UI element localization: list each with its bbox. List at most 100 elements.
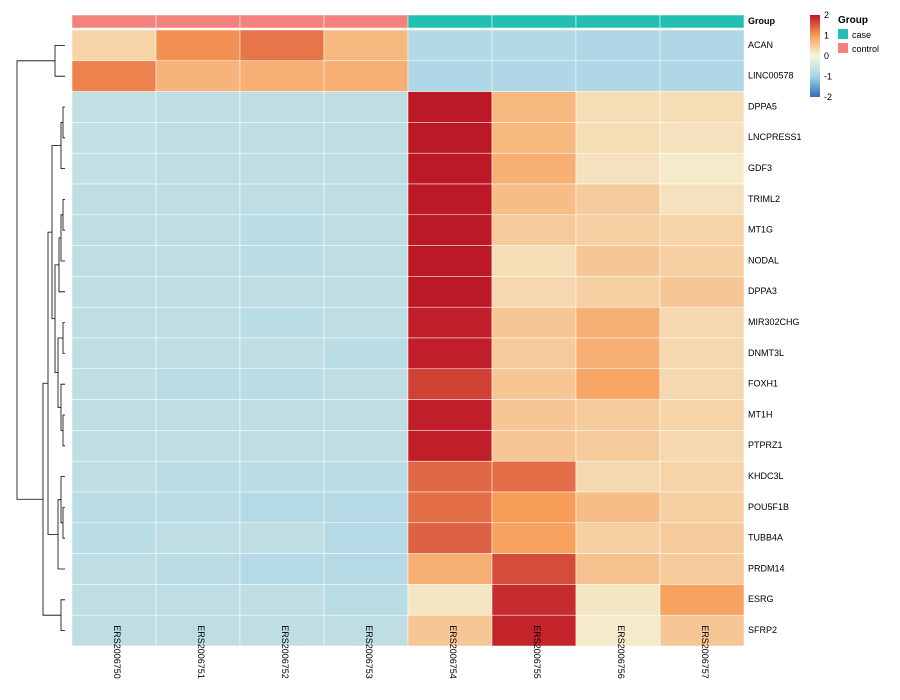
heatmap-cell xyxy=(72,369,156,400)
heatmap-cell xyxy=(576,246,660,277)
heatmap-cell xyxy=(408,307,492,338)
heatmap-cell xyxy=(408,215,492,246)
heatmap-cell xyxy=(660,153,744,184)
heatmap-cell xyxy=(72,584,156,615)
heatmap-cell xyxy=(408,153,492,184)
group-annot-cell xyxy=(492,15,576,28)
heatmap-cell xyxy=(660,584,744,615)
heatmap-cell xyxy=(72,430,156,461)
column-label: ERS2006756 xyxy=(616,625,626,679)
heatmap-cell xyxy=(324,523,408,554)
heatmap-cell xyxy=(72,338,156,369)
heatmap-cell xyxy=(240,584,324,615)
heatmap-cell xyxy=(576,184,660,215)
heatmap-cell xyxy=(492,492,576,523)
heatmap-cell xyxy=(660,369,744,400)
colorbar-tick: 1 xyxy=(824,31,829,41)
row-label: KHDC3L xyxy=(748,471,784,481)
heatmap-cell xyxy=(240,554,324,585)
heatmap-cell xyxy=(324,584,408,615)
column-label: ERS2006754 xyxy=(448,625,458,679)
column-label: ERS2006753 xyxy=(364,625,374,679)
heatmap-cell xyxy=(240,92,324,123)
row-dendrogram xyxy=(17,45,65,630)
heatmap-cell xyxy=(324,369,408,400)
heatmap-cell xyxy=(660,122,744,153)
dendro-branch xyxy=(63,507,65,538)
row-label: DPPA3 xyxy=(748,286,777,296)
heatmap-cell xyxy=(156,92,240,123)
heatmap-cell xyxy=(240,215,324,246)
heatmap-cell xyxy=(492,215,576,246)
heatmap-cell xyxy=(408,400,492,431)
heatmap-cell xyxy=(660,430,744,461)
group-annot-cell xyxy=(72,15,156,28)
heatmap-cell xyxy=(324,338,408,369)
heatmap-cell xyxy=(576,122,660,153)
heatmap-cell xyxy=(240,184,324,215)
heatmap-cell xyxy=(324,122,408,153)
heatmap-cell xyxy=(324,246,408,277)
heatmap-cell xyxy=(660,184,744,215)
heatmap-cell xyxy=(660,400,744,431)
group-annot-cell xyxy=(408,15,492,28)
heatmap-cell xyxy=(660,492,744,523)
heatmap-cell xyxy=(492,400,576,431)
heatmap-cell xyxy=(156,184,240,215)
heatmap-cell xyxy=(408,276,492,307)
heatmap-cell xyxy=(156,215,240,246)
heatmap-cell xyxy=(72,307,156,338)
heatmap-cell xyxy=(156,246,240,277)
group-annot-cell xyxy=(324,15,408,28)
dendro-branch xyxy=(55,45,65,76)
dendro-branch xyxy=(59,238,65,292)
group-annot-label: Group xyxy=(748,16,775,26)
legend-label: control xyxy=(852,44,879,54)
heatmap-cell xyxy=(324,492,408,523)
heatmap-cell xyxy=(660,30,744,61)
dendro-branch xyxy=(63,199,65,230)
heatmap-cell xyxy=(324,461,408,492)
legend-swatch xyxy=(838,29,848,39)
heatmap-cell xyxy=(492,584,576,615)
heatmap-cell xyxy=(576,61,660,92)
dendro-branch xyxy=(58,338,63,407)
row-label: PTPRZ1 xyxy=(748,440,783,450)
heatmap-cell xyxy=(576,369,660,400)
heatmap-cell xyxy=(576,492,660,523)
heatmap-cell xyxy=(324,430,408,461)
heatmap-cell xyxy=(492,369,576,400)
heatmap-cell xyxy=(408,369,492,400)
heatmap-cell xyxy=(576,461,660,492)
heatmap-cell xyxy=(72,523,156,554)
group-legend-title: Group xyxy=(838,15,868,26)
heatmap-cell xyxy=(660,246,744,277)
heatmap-cell xyxy=(408,338,492,369)
colorbar-rect xyxy=(810,15,820,97)
heatmap-cell xyxy=(156,338,240,369)
group-annot-cell xyxy=(576,15,660,28)
heatmap-cell xyxy=(576,584,660,615)
heatmap-cell xyxy=(660,92,744,123)
heatmap-cell xyxy=(324,153,408,184)
heatmap-cell xyxy=(240,400,324,431)
heatmap-cell xyxy=(156,369,240,400)
row-label: SFRP2 xyxy=(748,625,777,635)
heatmap-cell xyxy=(492,61,576,92)
heatmap-cell xyxy=(660,554,744,585)
heatmap-cell xyxy=(72,184,156,215)
heatmap-cell xyxy=(492,184,576,215)
heatmap-cell xyxy=(492,461,576,492)
dendro-branch xyxy=(63,107,65,138)
heatmap-cell xyxy=(408,430,492,461)
row-label: PRDM14 xyxy=(748,563,785,573)
heatmap-cell xyxy=(324,554,408,585)
row-labels: ACANLINC00578DPPA5LNCPRESS1GDF3TRIML2MT1… xyxy=(748,40,802,635)
colorbar-tick: 2 xyxy=(824,10,829,20)
heatmap-cell xyxy=(240,338,324,369)
row-label: NODAL xyxy=(748,255,779,265)
dendro-branch xyxy=(43,383,61,615)
heatmap-cell xyxy=(576,215,660,246)
heatmap-cell xyxy=(240,369,324,400)
heatmap-cell xyxy=(576,276,660,307)
